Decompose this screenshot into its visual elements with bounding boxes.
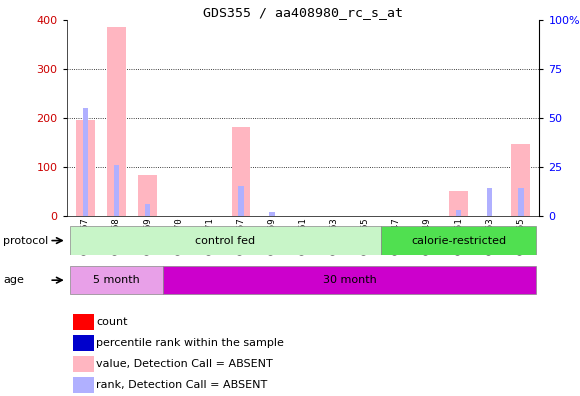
Bar [138, 175, 157, 216]
Bar [518, 188, 524, 216]
Bar [70, 227, 381, 255]
Bar [82, 108, 88, 216]
Bar [487, 188, 492, 216]
Text: protocol: protocol [3, 236, 48, 246]
Bar [73, 314, 94, 330]
Bar [269, 212, 275, 216]
Text: calorie-restricted: calorie-restricted [411, 236, 506, 246]
Bar [107, 27, 126, 216]
Bar [381, 227, 536, 255]
Bar [73, 377, 94, 392]
Bar [456, 210, 461, 216]
Bar [163, 266, 536, 295]
Bar [73, 335, 94, 351]
Bar [231, 127, 250, 216]
Bar [70, 266, 163, 295]
Text: age: age [3, 275, 24, 285]
Title: GDS355 / aa408980_rc_s_at: GDS355 / aa408980_rc_s_at [203, 6, 403, 19]
Bar [145, 204, 150, 216]
Text: value, Detection Call = ABSENT: value, Detection Call = ABSENT [96, 359, 273, 369]
Text: 30 month: 30 month [323, 275, 376, 285]
Text: 5 month: 5 month [93, 275, 140, 285]
Bar [73, 356, 94, 371]
Bar [238, 187, 244, 216]
Bar [114, 165, 119, 216]
Text: count: count [96, 317, 128, 327]
Bar [512, 144, 530, 216]
Text: percentile rank within the sample: percentile rank within the sample [96, 338, 284, 348]
Bar [450, 191, 468, 216]
Bar [76, 120, 95, 216]
Text: control fed: control fed [195, 236, 255, 246]
Text: rank, Detection Call = ABSENT: rank, Detection Call = ABSENT [96, 380, 267, 390]
